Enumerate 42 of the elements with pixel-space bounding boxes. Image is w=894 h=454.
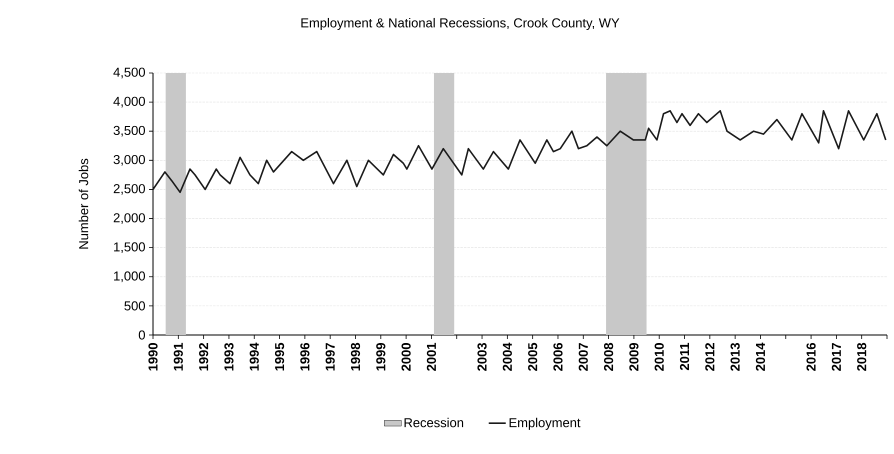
x-tick-label: 1994 <box>250 342 259 371</box>
x-tick-label: 2010 <box>654 343 664 371</box>
x-tick-label: 2006 <box>553 342 563 371</box>
x-tick-label: 1997 <box>326 343 335 371</box>
x-tick-label: 2007 <box>578 343 588 371</box>
y-tick-label: 500 <box>124 301 145 310</box>
x-tick-label: 1992 <box>199 343 208 371</box>
y-tick-label: 4,500 <box>113 68 145 78</box>
x-tick-label: 2018 <box>857 342 866 371</box>
y-axis-title: Number of Jobs <box>78 158 88 249</box>
chart-title: Employment & National Recessions, Crook County, WY <box>301 18 620 30</box>
y-tick-label: 1,500 <box>114 242 145 254</box>
x-tick-label: 2013 <box>730 342 740 371</box>
x-tick-label: 1993 <box>224 342 234 371</box>
y-tick-label: 2,000 <box>114 213 145 224</box>
x-tick-label: 2008 <box>604 342 614 371</box>
x-tick-label: 1990 <box>148 343 158 371</box>
legend-label: Recession <box>404 418 464 428</box>
legend-label: Employment <box>510 418 580 430</box>
x-tick-label: 2011 <box>680 342 690 370</box>
x-tick-label: 2000 <box>402 343 411 371</box>
x-tick-label: 2005 <box>528 342 538 371</box>
x-tick-label: 2012 <box>705 343 714 371</box>
y-tick-label: 4,000 <box>113 96 145 108</box>
x-tick-label: 2016 <box>806 342 816 371</box>
y-tick-label: 2,500 <box>114 184 145 195</box>
x-tick-label: 2003 <box>477 342 487 371</box>
y-tick-label: 1,000 <box>114 271 145 282</box>
x-tick-label: 2009 <box>629 342 638 371</box>
x-tick-label: 2017 <box>832 343 841 371</box>
x-tick-label: 1998 <box>350 342 360 371</box>
y-tick-label: 3,500 <box>114 126 145 137</box>
x-tick-label: 2004 <box>502 342 512 371</box>
x-tick-label: 1999 <box>376 342 386 371</box>
y-tick-label: 0 <box>138 330 145 340</box>
x-tick-label: 1995 <box>274 342 284 371</box>
x-tick-label: 2014 <box>756 342 766 371</box>
line-series <box>153 110 887 194</box>
x-tick-label: 2001 <box>426 342 436 371</box>
x-tick-label: 1991 <box>174 342 183 371</box>
y-tick-label: 3,000 <box>114 154 145 166</box>
x-tick-label: 1996 <box>300 342 310 371</box>
